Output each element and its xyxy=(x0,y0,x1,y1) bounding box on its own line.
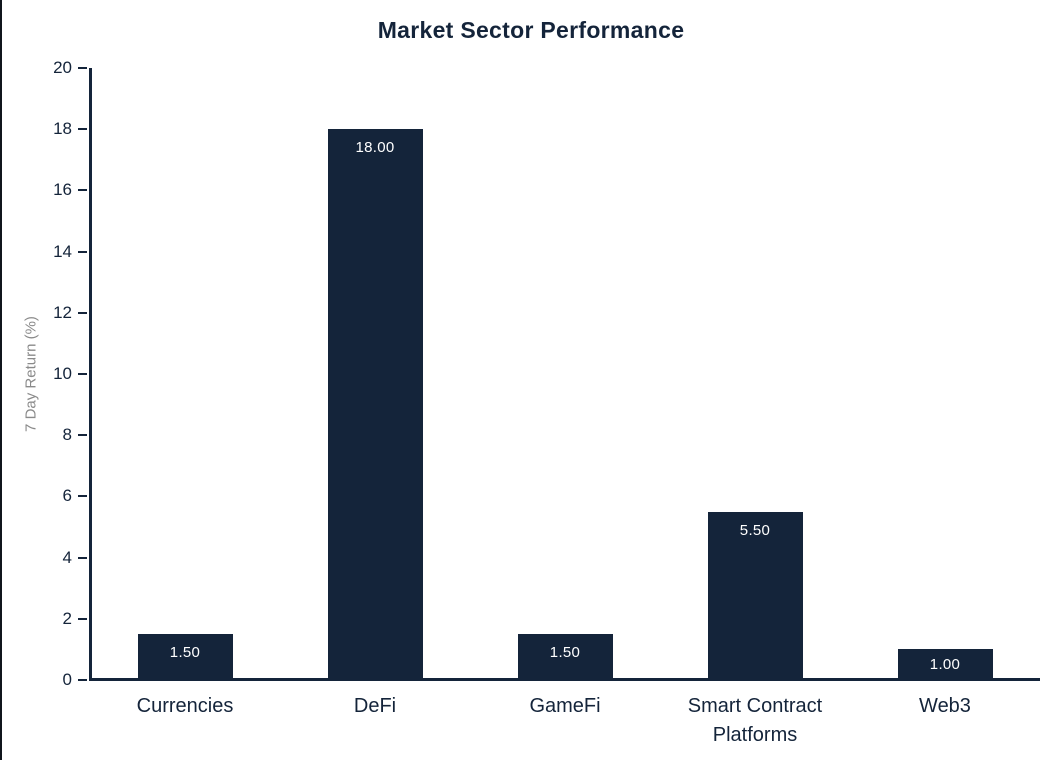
y-tick-mark xyxy=(78,311,87,314)
bar-value-label: 5.50 xyxy=(739,521,771,539)
plot-area: 1.50 18.00 1.50 5.50 1.00 0 2 4 6 8 10 12 14 16 18 20 xyxy=(53,58,1040,689)
bars-container: 1.50 18.00 1.50 5.50 1.00 xyxy=(90,68,1040,680)
bar-slot: 5.50 xyxy=(660,68,850,680)
x-category-label: Web3 xyxy=(919,695,971,717)
y-tick-label: 8 xyxy=(62,425,72,445)
y-tick-label: 10 xyxy=(53,364,72,383)
y-tick-mark xyxy=(78,67,87,69)
chart-title: Market Sector Performance xyxy=(377,17,685,43)
y-tick-mark xyxy=(78,189,87,192)
y-tick-label: 0 xyxy=(62,670,72,689)
x-category-label: DeFi xyxy=(353,695,397,717)
y-tick-label: 6 xyxy=(62,486,72,506)
bar-smart-contract-platforms: 5.50 xyxy=(707,511,803,680)
bar-value-label: 1.00 xyxy=(929,656,961,674)
bar-defi: 18.00 xyxy=(327,129,423,680)
y-tick-label: 20 xyxy=(53,58,72,77)
bar-value-label: 18.00 xyxy=(355,139,395,157)
bar-gamefi: 1.50 xyxy=(517,634,613,680)
bar-currencies: 1.50 xyxy=(137,634,233,680)
left-edge-border xyxy=(0,0,2,760)
bar-slot: 1.50 xyxy=(90,68,280,680)
y-tick-label: 18 xyxy=(53,119,72,139)
y-tick-label: 16 xyxy=(53,180,72,200)
y-tick-mark xyxy=(78,373,87,375)
bar-slot: 18.00 xyxy=(280,68,470,680)
y-tick-mark xyxy=(78,495,87,498)
x-axis-line xyxy=(89,678,1040,681)
x-category-label: Smart Contract Platforms xyxy=(687,695,823,746)
bar-value-label: 1.50 xyxy=(549,644,581,662)
y-tick-label: 4 xyxy=(62,547,72,567)
y-tick-mark xyxy=(78,128,87,131)
y-tick-mark xyxy=(78,556,87,559)
y-tick-label: 12 xyxy=(53,302,72,322)
bar-web3: 1.00 xyxy=(897,649,993,680)
x-category-label: Currencies xyxy=(136,695,234,717)
bar-value-label: 1.50 xyxy=(169,644,201,662)
y-axis-line xyxy=(89,68,92,680)
bar-slot: 1.50 xyxy=(470,68,660,680)
y-tick-label: 14 xyxy=(53,241,72,261)
x-category-label: GameFi xyxy=(529,695,601,717)
y-tick-label: 2 xyxy=(62,608,72,628)
y-tick-mark xyxy=(78,434,87,437)
y-tick-mark xyxy=(78,250,87,253)
y-tick-mark xyxy=(78,679,87,681)
bar-slot: 1.00 xyxy=(850,68,1040,680)
x-axis-labels: Currencies DeFi GameFi Smart Contract Platf… xyxy=(90,692,1040,750)
y-tick-mark xyxy=(78,617,87,620)
